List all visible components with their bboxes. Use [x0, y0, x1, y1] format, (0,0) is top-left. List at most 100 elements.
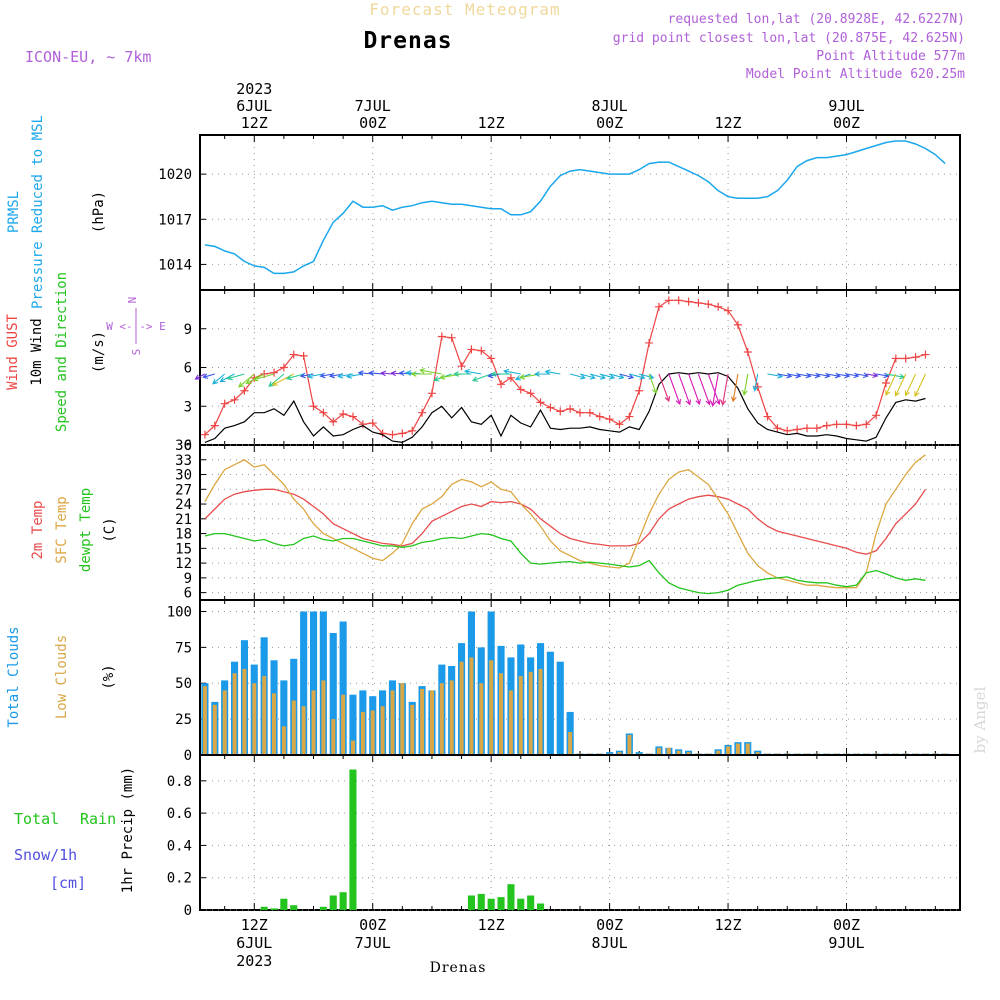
bottom-time-label: 12Z [715, 916, 742, 934]
gust-marker [566, 404, 575, 413]
temperature-axis-label: dewpt Temp [78, 488, 94, 572]
top-time-label: 00Z [833, 114, 860, 132]
rain-bar [477, 893, 485, 910]
y-tick-label: 6 [184, 586, 192, 602]
top-time-label: 00Z [596, 114, 623, 132]
gust-marker [605, 415, 614, 424]
wind-arrow [707, 373, 721, 406]
rain-bar [319, 906, 327, 910]
wind-arrow [212, 373, 226, 385]
wind-arrow [629, 373, 646, 380]
low-cloud-bar [252, 683, 257, 755]
gust-marker [704, 300, 713, 309]
bottom-time-label: 7JUL [355, 934, 391, 952]
temperature-frame [199, 444, 961, 601]
gust-marker [477, 346, 486, 355]
wind-axis-label: (m/s) [91, 331, 107, 373]
legend-total: Total [14, 810, 59, 828]
gust-marker [654, 302, 663, 311]
gust-marker [289, 350, 298, 359]
gust-marker [299, 351, 308, 360]
gust-marker [585, 408, 594, 417]
gust-marker [230, 395, 239, 404]
wind-direction-arrows [194, 367, 926, 408]
y-tick-label: 0.4 [167, 838, 192, 854]
pressure-axis-label: (hPa) [91, 191, 107, 233]
wind-arrow [226, 373, 245, 381]
wind-arrow [503, 368, 521, 375]
wind-arrow [268, 373, 285, 388]
gust-marker [783, 426, 792, 435]
low-cloud-bar [281, 726, 286, 755]
wind-arrow [319, 372, 334, 379]
gust-marker [872, 411, 881, 420]
legend-cm: [cm] [50, 874, 86, 892]
total-cloud-bar [300, 611, 308, 755]
precip-time-ticks [224, 755, 936, 910]
gust-marker [576, 408, 584, 417]
wind-arrow [914, 373, 926, 398]
y-tick-label: 18 [175, 527, 192, 543]
low-cloud-bar [262, 676, 267, 755]
gust-marker [210, 421, 219, 430]
watermark: by Angel [971, 686, 989, 753]
gust-marker [862, 420, 871, 429]
low-cloud-bar [400, 683, 405, 755]
low-cloud-bar [479, 683, 484, 755]
temperature-axis-label: (C) [102, 517, 118, 542]
wind-arrow [410, 371, 432, 377]
low-cloud-bar [410, 704, 415, 755]
y-tick-label: 0.6 [167, 806, 192, 822]
wind-arrow [619, 373, 635, 380]
precip-panel: 0 0.2 0.4 0.6 0.8 1hr Precip (mm) Total RainSno… [14, 754, 961, 919]
rain-bars [260, 769, 545, 910]
wind-axis-label: Speed and Direction [54, 272, 70, 432]
bottom-time-label: 6JUL [236, 934, 272, 952]
temperature-axis-label: 2m Temp [30, 500, 46, 559]
gust-marker [881, 379, 890, 387]
low-cloud-bar [202, 686, 207, 755]
wind-gust-markers [200, 296, 930, 439]
wind-arrow [194, 373, 206, 380]
top-time-label: 9JUL [828, 97, 864, 115]
low-cloud-bar [390, 690, 395, 755]
low-cloud-bar [676, 750, 681, 755]
y-tick-label: 1014 [158, 257, 192, 273]
dewpoint-line [204, 532, 926, 595]
low-cloud-bar [499, 673, 503, 755]
panels: 1014 1017 1020 PRMSL Pressure Reduced to MSL… [5, 115, 961, 919]
pressure-axis-label: PRMSL [6, 191, 22, 233]
bottom-time-label: 00Z [596, 916, 623, 934]
low-cloud-bar [439, 683, 444, 755]
low-cloud-bar [301, 706, 306, 755]
pressure-line [204, 140, 946, 275]
gust-marker [832, 420, 841, 429]
gust-marker [388, 430, 397, 439]
gust-marker [664, 296, 673, 305]
gust-marker [793, 425, 802, 434]
legend-rain: Rain [80, 810, 116, 828]
rain-bar [497, 897, 505, 910]
wind-arrow [463, 368, 482, 375]
wind-arrow [752, 373, 759, 392]
low-cloud-bar [735, 743, 740, 755]
gust-marker [822, 421, 831, 430]
gust-marker [457, 362, 466, 371]
wind-arrow [589, 373, 606, 380]
wind-arrow [856, 372, 869, 379]
y-tick-label: 0 [184, 903, 192, 919]
wind-arrow [419, 367, 442, 375]
chart-title: Drenas [363, 28, 452, 54]
gust-marker [487, 354, 496, 363]
top-time-label: 12Z [478, 114, 505, 132]
low-cloud-bar [745, 743, 750, 755]
gust-marker [427, 389, 436, 398]
gust-marker [339, 410, 348, 418]
wind-arrow [710, 373, 719, 408]
y-tick-label: 0.8 [167, 774, 192, 790]
gust-marker [329, 417, 338, 426]
low-cloud-bar [528, 671, 533, 755]
gust-marker [348, 412, 357, 421]
wind-arrow [648, 373, 658, 395]
